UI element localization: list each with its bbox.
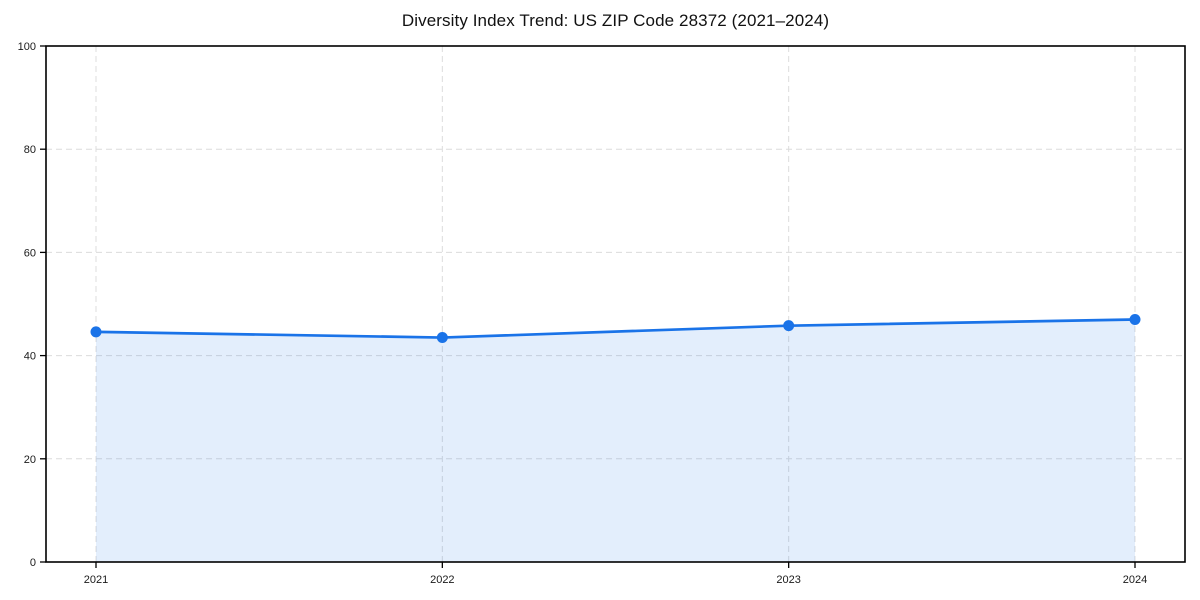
y-tick-label: 80 bbox=[24, 144, 36, 156]
data-point bbox=[436, 332, 448, 344]
x-tick-label: 2022 bbox=[430, 574, 454, 586]
y-tick-label: 0 bbox=[30, 557, 36, 569]
plot-border bbox=[45, 45, 1186, 563]
area-fill bbox=[96, 319, 1135, 562]
data-point bbox=[1129, 313, 1141, 325]
data-point bbox=[783, 320, 795, 332]
data-point bbox=[90, 326, 102, 338]
y-tick-label: 20 bbox=[24, 454, 36, 466]
y-tick-label: 100 bbox=[18, 41, 36, 53]
chart-title: Diversity Index Trend: US ZIP Code 28372… bbox=[401, 11, 830, 30]
x-tick-label: 2024 bbox=[1123, 574, 1147, 586]
x-tick-label: 2021 bbox=[84, 574, 108, 586]
y-tick-label: 40 bbox=[24, 351, 36, 363]
trend-line bbox=[94, 318, 1137, 339]
x-tick-label: 2023 bbox=[776, 574, 800, 586]
y-tick-label: 60 bbox=[24, 247, 36, 259]
